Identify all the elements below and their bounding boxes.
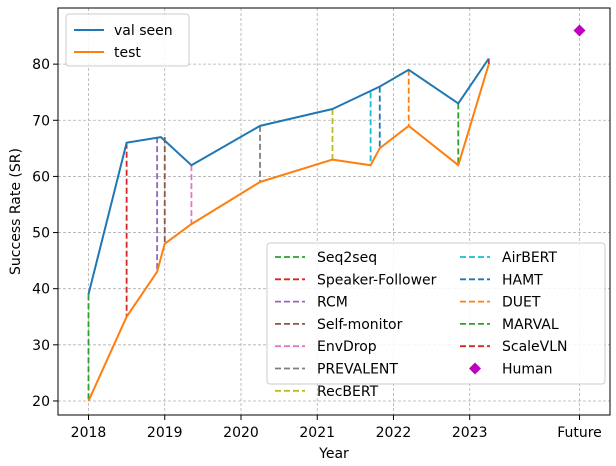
legend-model-label: EnvDrop bbox=[317, 339, 377, 355]
y-axis-ticks: 20 30 40 50 60 70 80 bbox=[32, 57, 58, 410]
legend-series: val seen test bbox=[65, 13, 190, 67]
x-axis-ticks: 2018 2019 2020 2021 2022 2023 Future bbox=[71, 415, 602, 441]
legend-model-label: MARVAL bbox=[502, 317, 559, 333]
legend-model-label: Speaker-Follower bbox=[317, 272, 437, 288]
x-tick-label: 2020 bbox=[223, 425, 259, 441]
legend-human-marker bbox=[469, 362, 481, 375]
x-tick-label: 2022 bbox=[376, 425, 412, 441]
legend-series-label: val seen bbox=[114, 23, 173, 39]
y-axis-title: Success Rate (SR) bbox=[8, 148, 24, 275]
series-line-val-seen bbox=[87, 57, 490, 295]
x-tick-label: 2021 bbox=[299, 425, 335, 441]
y-tick-label: 20 bbox=[32, 394, 50, 410]
legend-models-box bbox=[266, 242, 606, 385]
model-stems bbox=[87, 58, 490, 401]
x-tick-label: 2023 bbox=[452, 425, 488, 441]
legend-models: Seq2seq Speaker-Follower RCM Self-monitor En… bbox=[266, 242, 606, 400]
legend-model-label: PREVALENT bbox=[317, 362, 398, 378]
x-tick-label: 2019 bbox=[147, 425, 183, 441]
y-tick-label: 60 bbox=[32, 169, 50, 185]
x-tick-label: 2018 bbox=[71, 425, 107, 441]
plot-frame bbox=[57, 7, 611, 416]
y-tick-label: 80 bbox=[32, 57, 50, 73]
series-line-test bbox=[87, 63, 490, 402]
legend-model-label: RecBERT bbox=[317, 384, 379, 400]
legend-model-label: DUET bbox=[502, 295, 541, 311]
legend-model-label: Seq2seq bbox=[317, 250, 377, 266]
y-tick-label: 50 bbox=[32, 226, 50, 242]
human-marker bbox=[573, 24, 586, 37]
y-tick-label: 40 bbox=[32, 282, 50, 298]
legend-series-label: test bbox=[114, 45, 141, 61]
y-tick-label: 30 bbox=[32, 338, 50, 354]
legend-model-label: ScaleVLN bbox=[502, 339, 568, 355]
legend-model-label: RCM bbox=[317, 295, 348, 311]
markers bbox=[573, 24, 586, 37]
series-lines bbox=[87, 57, 490, 402]
legend-model-label: Human bbox=[502, 362, 553, 378]
y-tick-label: 70 bbox=[32, 113, 50, 129]
x-tick-label: Future bbox=[557, 425, 602, 441]
legend-model-label: Self-monitor bbox=[317, 317, 403, 333]
legend-model-label: AirBERT bbox=[502, 250, 557, 266]
x-axis-title: Year bbox=[318, 446, 349, 462]
legend-model-label: HAMT bbox=[502, 272, 543, 288]
